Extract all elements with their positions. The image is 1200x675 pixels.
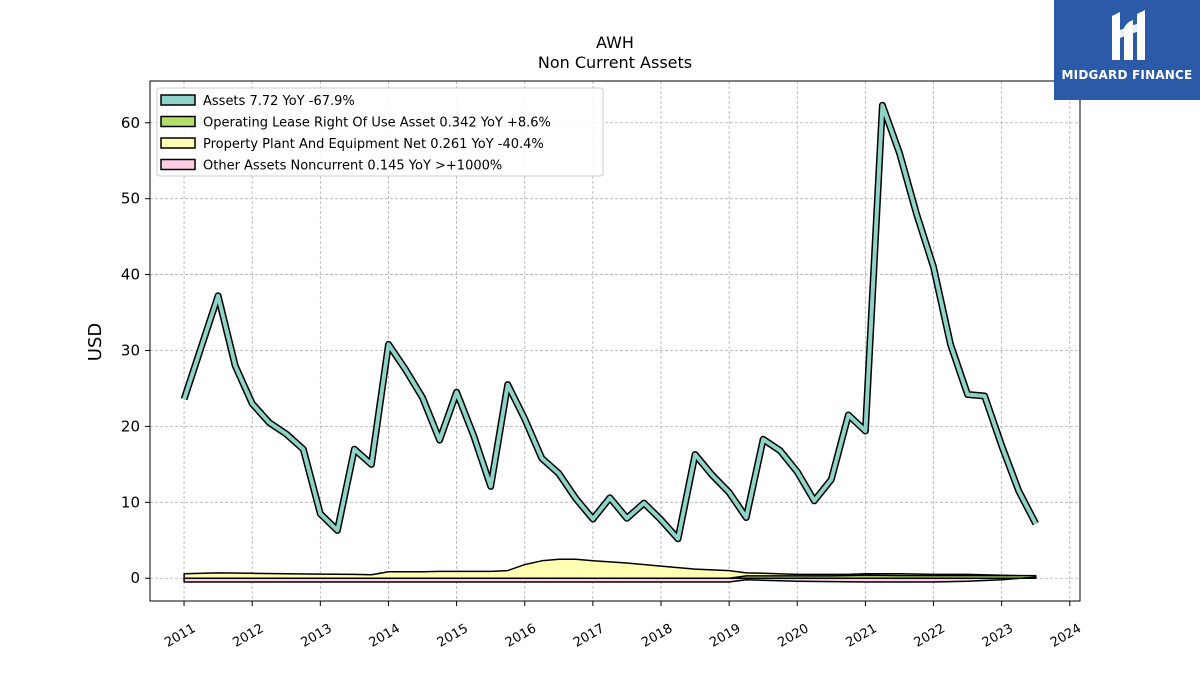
x-tick-label: 2013 — [298, 621, 334, 651]
legend-box — [156, 87, 604, 177]
legend-swatch — [160, 158, 196, 171]
series-area-4 — [183, 576, 1037, 583]
line-series-group — [180, 101, 1039, 543]
y-tick-label: 20 — [121, 417, 140, 435]
x-tick-label: 2021 — [844, 621, 880, 651]
x-tick-label: 2018 — [639, 621, 675, 651]
brand-logo: MIDGARD FINANCE — [1054, 0, 1200, 100]
logo-text: MIDGARD FINANCE — [1061, 68, 1193, 82]
x-tick-label: 2016 — [503, 621, 539, 651]
x-axis: 2011 2012 2013 2014 2015 2016 2017 2018 2019 2020… — [162, 601, 1084, 651]
legend-label: Assets 7.72 YoY -67.9% — [203, 94, 355, 109]
x-tick-label: 2011 — [162, 621, 198, 651]
legend-label: Operating Lease Right Of Use Asset 0.342… — [203, 116, 551, 131]
legend: Assets 7.72 YoY -67.9% Operating Lease Ri… — [156, 87, 604, 177]
legend-label: Other Assets Noncurrent 0.145 YoY >+1000… — [203, 159, 502, 174]
x-tick-label: 2012 — [230, 621, 266, 651]
area-series-group — [183, 558, 1037, 583]
series-area-3 — [183, 558, 1037, 579]
legend-swatch — [160, 137, 196, 149]
x-tick-label: 2022 — [912, 621, 948, 651]
x-tick-label: 2015 — [435, 621, 471, 651]
x-tick-label: 2023 — [980, 621, 1016, 651]
y-axis-label: USD — [85, 323, 106, 361]
series-line-assets — [182, 103, 1038, 541]
x-tick-label: 2017 — [571, 621, 607, 651]
legend-swatch — [160, 115, 196, 128]
y-tick-label: 0 — [130, 569, 140, 587]
plot-frame — [149, 80, 1081, 602]
x-tick-label: 2014 — [367, 621, 403, 651]
x-tick-label: 2020 — [775, 621, 811, 651]
legend-label: Property Plant And Equipment Net 0.261 Y… — [203, 137, 544, 152]
y-tick-label: 50 — [121, 190, 140, 208]
y-tick-label: 40 — [121, 266, 140, 284]
x-tick-label: 2024 — [1048, 621, 1084, 651]
chart-title: AWH — [596, 33, 634, 52]
y-axis: 0 10 20 30 40 50 60 — [121, 114, 150, 587]
legend-swatch — [160, 94, 196, 106]
y-tick-label: 30 — [121, 341, 140, 359]
chart-subtitle: Non Current Assets — [538, 53, 692, 72]
y-tick-label: 60 — [121, 114, 140, 132]
x-tick-label: 2019 — [707, 621, 743, 651]
logo-mark-icon — [1112, 10, 1145, 60]
y-tick-label: 10 — [121, 493, 140, 511]
